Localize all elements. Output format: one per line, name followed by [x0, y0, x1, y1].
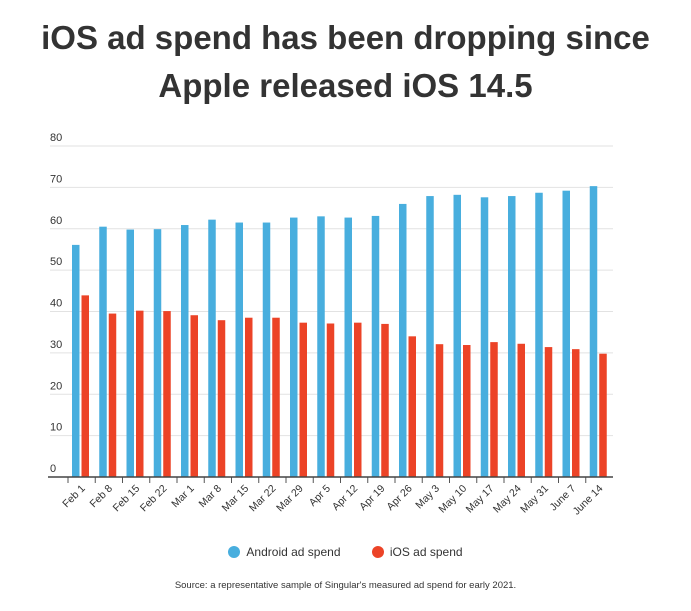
x-tick-label: Apr 12 [330, 483, 360, 513]
x-tick-label: June 14 [571, 483, 606, 518]
x-tick-label: Feb 15 [111, 483, 143, 515]
bar-ios [544, 347, 553, 477]
bar-ios [435, 344, 444, 477]
x-tick-label: Mar 29 [274, 483, 306, 515]
bar-ios [572, 349, 580, 477]
bar-android [262, 222, 271, 477]
bar-ios [81, 295, 89, 477]
x-tick-label: May 31 [518, 483, 551, 516]
x-tick-label: Apr 26 [384, 483, 414, 513]
chart-title: iOS ad spend has been dropping since App… [0, 14, 691, 110]
title-line-1: iOS ad spend has been dropping since [41, 19, 650, 56]
bar-ios [299, 322, 307, 477]
legend-label-ios: iOS ad spend [389, 545, 463, 559]
bar-android [153, 229, 162, 477]
x-tick-label: May 24 [491, 483, 524, 516]
bar-android [235, 222, 243, 477]
y-tick-label: 20 [50, 380, 62, 392]
x-tick-label: Mar 1 [169, 483, 197, 511]
x-tick-label: Mar 22 [247, 483, 279, 515]
legend-swatch-android [228, 546, 241, 558]
y-tick-label: 30 [50, 339, 62, 351]
bar-android [508, 196, 516, 477]
bar-android [99, 226, 107, 477]
y-tick-label: 60 [50, 215, 62, 227]
x-tick-label: May 10 [436, 483, 469, 516]
bar-ios [490, 342, 498, 477]
bar-android [589, 186, 598, 478]
bar-android [126, 229, 134, 477]
legend: Android ad spend iOS ad spend [0, 545, 691, 561]
bar-android [371, 215, 380, 477]
y-tick-label: 10 [50, 422, 62, 434]
bar-ios [463, 345, 471, 477]
bar-android [181, 225, 189, 477]
bar-ios [354, 322, 362, 477]
bar-ios [381, 323, 389, 477]
source-note: Source: a representative sample of Singu… [174, 580, 517, 591]
bar-ios [245, 317, 253, 477]
legend-swatch-ios [371, 546, 384, 558]
bar-android [344, 217, 352, 478]
legend-item-ios: iOS ad spend [371, 545, 463, 559]
bar-android [480, 197, 489, 477]
y-tick-label: 0 [50, 463, 56, 475]
bar-ios [326, 323, 335, 477]
bar-android [535, 192, 543, 477]
bar-android [290, 217, 298, 478]
bar-ios [163, 311, 171, 477]
x-tick-label: Mar 15 [220, 483, 252, 515]
bar-ios [517, 343, 525, 477]
bar-android [208, 219, 216, 477]
bar-android [426, 196, 434, 477]
bar-ios [408, 336, 416, 477]
x-tick-label: Feb 22 [138, 483, 170, 515]
legend-item-android: Android ad spend [228, 545, 341, 559]
x-tick-label: Feb 1 [60, 483, 88, 511]
y-tick-label: 70 [50, 173, 62, 185]
bar-android [453, 194, 461, 477]
bar-ios [190, 315, 198, 477]
y-tick-label: 50 [50, 256, 62, 268]
x-tick-label: May 17 [464, 483, 497, 516]
y-tick-label: 40 [50, 298, 62, 310]
legend-label-android: Android ad spend [246, 545, 341, 559]
bar-ios [217, 320, 226, 477]
bar-android [317, 216, 325, 477]
bar-ios [136, 310, 144, 477]
x-tick-label: Apr 19 [357, 483, 387, 513]
title-line-2: Apple released iOS 14.5 [158, 67, 533, 104]
bar-ios [272, 317, 280, 477]
bar-ios [108, 313, 117, 477]
bar-android [72, 244, 80, 477]
bar-android [399, 203, 407, 478]
y-tick-label: 80 [50, 132, 62, 144]
bar-android [562, 190, 570, 477]
bar-ios [599, 353, 607, 477]
